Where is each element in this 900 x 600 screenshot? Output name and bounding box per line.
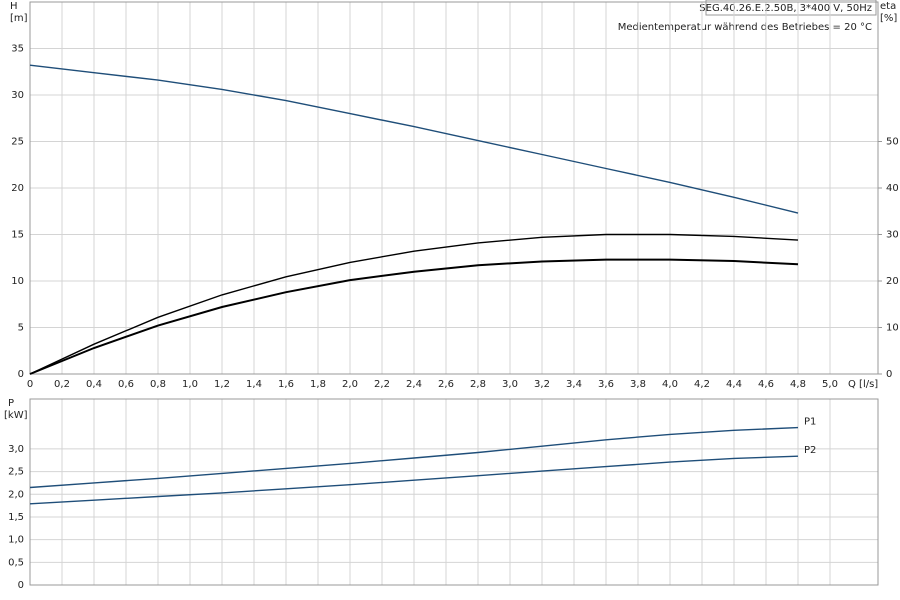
y2-tick-label: 20 [886, 276, 899, 287]
x-tick-label: 1,4 [246, 379, 262, 390]
series-line [29, 258, 799, 375]
x-tick-label: 2,8 [470, 379, 486, 390]
y-tick-label: 1,0 [8, 535, 24, 546]
x-tick-label: 2,2 [374, 379, 390, 390]
y-axis-label: H [10, 1, 18, 12]
y-tick-label: 15 [11, 230, 24, 241]
y-tick-label: 0 [18, 580, 24, 591]
y-tick-label: 35 [11, 44, 24, 55]
series-line [29, 233, 799, 375]
x-tick-label: 1,8 [310, 379, 326, 390]
y2-tick-label: 50 [886, 137, 899, 148]
x-tick-label: 0,4 [86, 379, 102, 390]
y-axis-label: P [8, 398, 14, 409]
x-tick-label: 2,6 [438, 379, 454, 390]
y-tick-label: 30 [11, 90, 24, 101]
x-tick-label: 3,6 [598, 379, 614, 390]
y-tick-label: 0,5 [8, 557, 24, 568]
x-tick-label: 1,6 [278, 379, 294, 390]
x-tick-label: 4,4 [726, 379, 742, 390]
y-tick-label: 0 [18, 369, 24, 380]
x-tick-label: 3,2 [534, 379, 550, 390]
series-line [29, 64, 799, 214]
y2-axis-unit: [%] [880, 13, 897, 24]
x-tick-label: 0,6 [118, 379, 134, 390]
y-tick-label: 2,0 [8, 489, 24, 500]
x-tick-label: 1,0 [182, 379, 198, 390]
x-tick-label: 4,2 [694, 379, 710, 390]
y-tick-label: 25 [11, 137, 24, 148]
x-tick-label: 4,8 [790, 379, 806, 390]
y-axis-unit: [m] [10, 13, 28, 24]
x-tick-label: 5,0 [822, 379, 838, 390]
series-label: P1 [804, 417, 816, 428]
x-tick-label: 3,0 [502, 379, 518, 390]
y-tick-label: 3,0 [8, 444, 24, 455]
plot-frame [29, 398, 879, 586]
y2-axis-label: eta [880, 1, 896, 12]
y2-tick-label: 40 [886, 183, 899, 194]
x-tick-label: 1,2 [214, 379, 230, 390]
y-tick-label: 2,5 [8, 467, 24, 478]
plot-frame [29, 1, 879, 375]
y-tick-label: 5 [18, 323, 24, 334]
x-axis-label: Q [l/s] [848, 379, 878, 390]
series-line [29, 455, 799, 505]
chart-title: SEG.40.26.E.2.50B, 3*400 V, 50Hz [699, 3, 872, 14]
series-label: P2 [804, 445, 816, 456]
series-line [29, 426, 799, 489]
x-tick-label: 2,0 [342, 379, 358, 390]
y-tick-label: 10 [11, 276, 24, 287]
x-tick-label: 0,8 [150, 379, 166, 390]
title-box [705, 0, 877, 16]
y-tick-label: 1,5 [8, 512, 24, 523]
x-tick-label: 3,8 [630, 379, 646, 390]
x-tick-label: 0 [27, 379, 33, 390]
x-tick-label: 0,2 [54, 379, 70, 390]
x-tick-label: 4,0 [662, 379, 678, 390]
y-tick-label: 20 [11, 183, 24, 194]
y2-tick-label: 0 [886, 369, 892, 380]
x-tick-label: 3,4 [566, 379, 582, 390]
x-tick-label: 4,6 [758, 379, 774, 390]
y2-tick-label: 30 [886, 230, 899, 241]
y2-tick-label: 10 [886, 323, 899, 334]
y-axis-unit: [kW] [4, 410, 28, 421]
chart-subtitle: Medientemperatur während des Betriebes =… [618, 22, 872, 33]
x-tick-label: 2,4 [406, 379, 422, 390]
